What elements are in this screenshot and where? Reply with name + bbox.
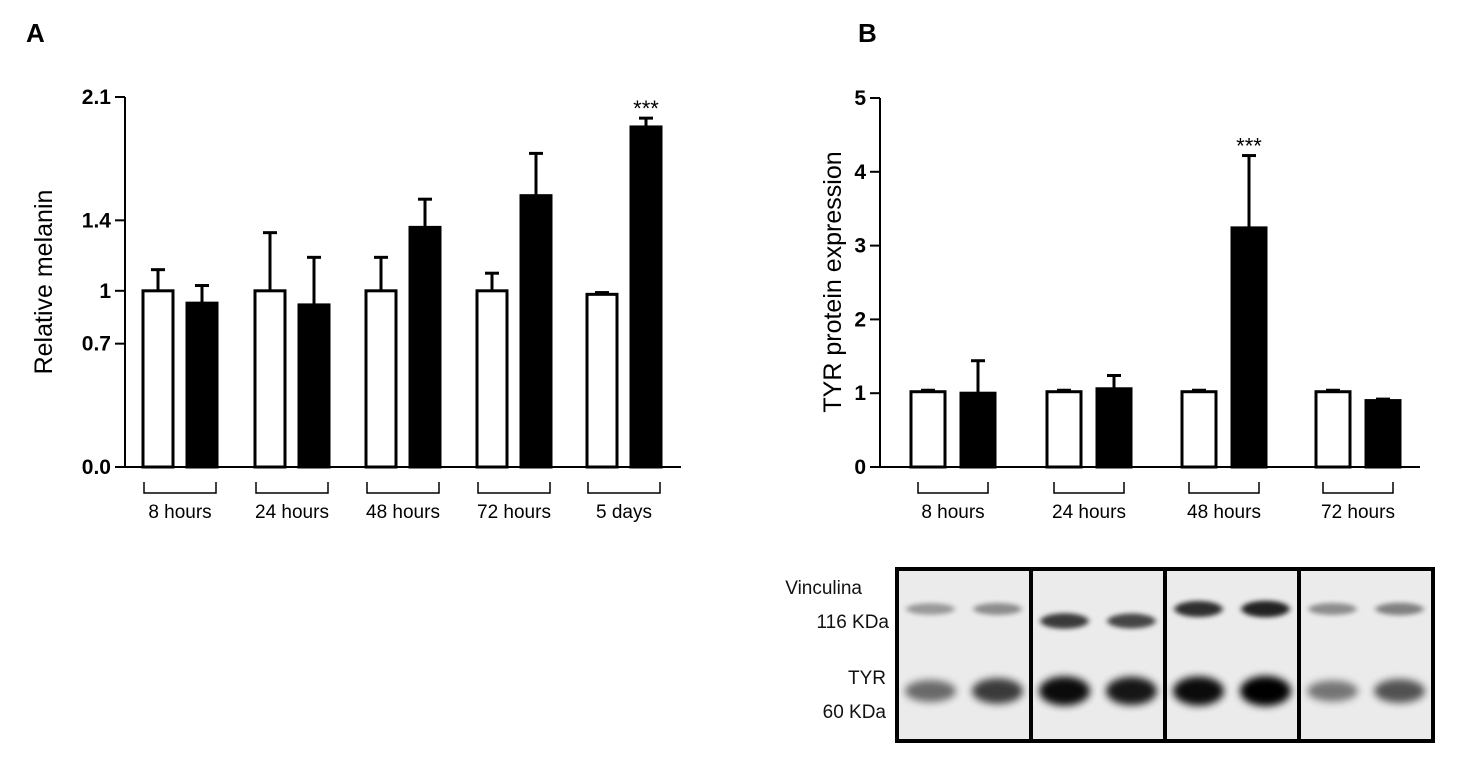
panel-label-b: B (858, 18, 877, 48)
chart-b-y-tick-label: 0 (854, 456, 866, 479)
blot-band-tyr (1307, 680, 1358, 702)
chart-a-bar (585, 292, 619, 469)
chart-a-group-bracket (477, 482, 551, 494)
panel-label-a: A (26, 18, 45, 48)
chart-a-x-tick-label: 72 hours (477, 502, 551, 523)
blot-band-vinculin (1308, 603, 1357, 615)
chart-b-x-tick-label: 48 hours (1187, 502, 1261, 523)
chart-a-bar (364, 289, 398, 469)
blot-band-vinculin (1107, 613, 1156, 629)
chart-b-bar (1314, 390, 1352, 469)
blot-label-vinculin-weight: 116 KDa (816, 612, 889, 633)
blot-label-tyr-name: TYR (848, 668, 886, 689)
chart-b-x-tick-label: 24 hours (1052, 502, 1126, 523)
chart-a-y-tick-label: 2.1 (82, 86, 112, 109)
chart-a-group-bracket (366, 482, 440, 494)
blot-band-tyr (972, 678, 1023, 704)
chart-b-x-tick-label: 72 hours (1321, 502, 1395, 523)
chart-b-bar (1045, 390, 1083, 469)
chart-a-x-tick-label: 48 hours (366, 502, 440, 523)
chart-b-bar (909, 390, 947, 469)
chart-a-bar (297, 303, 331, 469)
blot-label-vinculin-name: Vinculina (785, 578, 862, 599)
chart-b-bar (1230, 226, 1268, 469)
blot-band-tyr (1106, 676, 1157, 706)
chart-a-bar (475, 289, 509, 469)
chart-b-significance-label: *** (1236, 134, 1262, 159)
chart-b-bar (959, 391, 997, 469)
blot-band-vinculin (973, 603, 1022, 615)
chart-b-tyr-expression: TYR protein expression 0 1 2 3 4 5 *** 8 hours 2… (819, 87, 1420, 523)
western-blot: Vinculina 116 KDa TYR 60 KDa (785, 567, 1435, 743)
blot-band-vinculin (1241, 600, 1290, 618)
chart-a-x-tick-label: 8 hours (148, 502, 211, 523)
chart-a-y-axis-label: Relative melanin (30, 190, 58, 375)
chart-a-x-tick-label: 24 hours (255, 502, 329, 523)
chart-a-bar (408, 225, 442, 469)
blot-band-vinculin (906, 603, 955, 615)
chart-a-group-bracket (255, 482, 329, 494)
chart-a-x-tick-label: 5 days (596, 502, 652, 523)
chart-a-bar (185, 301, 219, 469)
chart-b-x-tick-label: 8 hours (921, 502, 984, 523)
chart-a-y-tick-label: 0.7 (82, 333, 111, 356)
chart-a-group-bracket (143, 482, 217, 494)
chart-b-y-tick-label: 3 (854, 235, 866, 258)
blot-band-tyr (1173, 676, 1224, 706)
blot-label-tyr-weight: 60 KDa (823, 702, 887, 723)
chart-a-bar (519, 194, 553, 469)
chart-a-bar (253, 289, 287, 469)
blot-band-vinculin (1040, 613, 1089, 629)
chart-a-y-tick-label: 0.0 (82, 456, 111, 479)
chart-b-bar (1364, 399, 1402, 469)
chart-b-y-tick-label: 1 (854, 382, 866, 405)
chart-b-group-bracket (1322, 482, 1394, 494)
chart-b-y-tick-label: 2 (854, 308, 866, 331)
blot-band-tyr (905, 680, 956, 702)
blot-band-tyr (1240, 676, 1291, 706)
chart-b-bar (1095, 387, 1133, 469)
chart-a-bar (141, 289, 175, 469)
chart-a-group-bracket (587, 482, 661, 494)
chart-b-group-bracket (1053, 482, 1125, 494)
chart-b-y-tick-label: 4 (854, 161, 866, 184)
chart-b-y-axis-label: TYR protein expression (819, 151, 847, 412)
chart-a-y-tick-label: 1 (99, 280, 111, 303)
chart-a-y-tick-label: 1.4 (82, 209, 112, 232)
chart-b-group-bracket (1188, 482, 1260, 494)
chart-b-y-tick-label: 5 (854, 87, 866, 110)
chart-a-significance-label: *** (633, 96, 659, 121)
chart-b-group-bracket (917, 482, 989, 494)
blot-band-tyr (1374, 679, 1425, 703)
blot-band-vinculin (1375, 602, 1424, 616)
chart-b-bar (1180, 390, 1218, 469)
chart-a-relative-melanin: Relative melanin 0.0 0.7 1 1.4 2.1 *** 8 hours… (30, 86, 681, 523)
chart-a-bar (629, 125, 663, 469)
blot-band-vinculin (1174, 601, 1223, 617)
blot-band-tyr (1039, 676, 1090, 706)
